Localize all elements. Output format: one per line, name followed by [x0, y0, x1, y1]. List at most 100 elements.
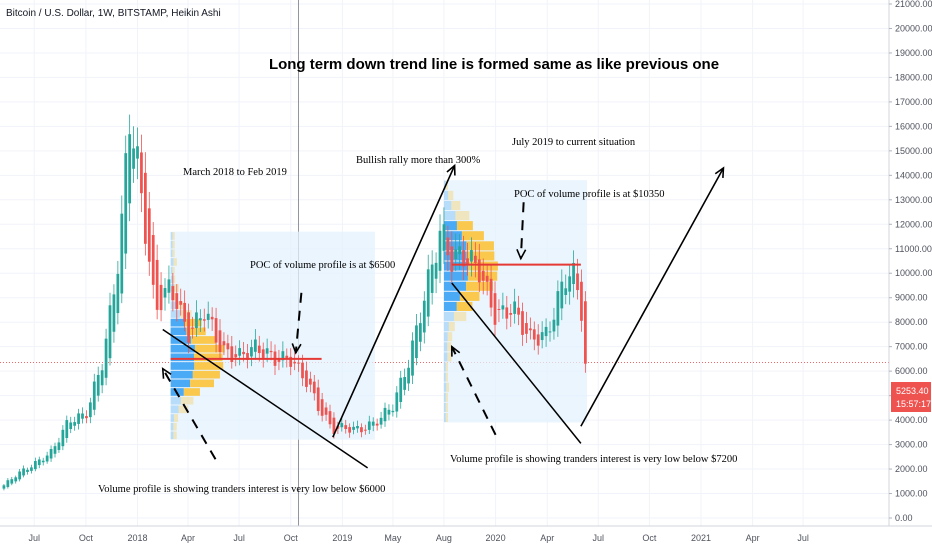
candle-body [18, 471, 22, 480]
candle-body [446, 237, 450, 256]
volume-bar-sell [173, 258, 177, 266]
x-tick-label: May [384, 533, 402, 543]
y-tick-label: 18000.00 [895, 72, 932, 82]
volume-bar-sell [448, 322, 455, 332]
volume-bar-buy [443, 291, 460, 301]
candle-body [289, 356, 293, 367]
candle-body [179, 301, 183, 305]
candle-body [128, 134, 132, 204]
period2-label: July 2019 to current situation [512, 137, 636, 148]
candle-body [536, 334, 540, 346]
candle-body [422, 300, 426, 333]
volume-bar-sell [192, 370, 220, 379]
candle-body [14, 477, 18, 482]
candle-body [513, 301, 517, 314]
y-tick-label: 10000.00 [895, 268, 932, 278]
candle-body [10, 479, 14, 484]
volume-bar-sell [447, 352, 452, 362]
volume-bar-buy [443, 352, 448, 362]
volume-bar-sell [445, 372, 448, 382]
candle-body [77, 413, 80, 424]
candle-body [489, 278, 493, 308]
x-tick-label: Oct [284, 533, 299, 543]
volume-bar-sell [172, 232, 175, 240]
volume-bar-buy [170, 396, 181, 405]
candle-body [473, 255, 477, 263]
candle-body [521, 311, 524, 335]
candle-body [41, 460, 45, 463]
candle-body [328, 411, 332, 425]
candle-body [65, 420, 69, 439]
volume-bar-sell [461, 231, 484, 241]
candle-body [505, 307, 509, 319]
candle-body [340, 423, 344, 428]
candle-body [132, 148, 135, 169]
dashed-arrow [450, 346, 497, 436]
candle-body [576, 273, 579, 291]
rally-arrow-head [446, 163, 456, 176]
volume-bar-sell [447, 342, 452, 352]
candle-body [501, 305, 505, 310]
candle-body [308, 378, 312, 385]
volume-bar-sell [173, 422, 177, 431]
y-tick-label: 11000.00 [895, 244, 932, 254]
candle-body [171, 286, 175, 301]
candle-body [391, 410, 395, 413]
candle-body [568, 276, 572, 292]
candle-body [61, 429, 65, 447]
candle-body [352, 426, 355, 430]
candle-body [124, 153, 128, 254]
candle-body [100, 370, 104, 386]
volume-bar-buy [443, 402, 446, 412]
volume-bar-buy [443, 241, 467, 251]
dashed-arrow-head [450, 345, 461, 357]
candle-body [564, 288, 568, 296]
volume-bar-sell [194, 344, 225, 353]
y-tick-label: 6000.00 [895, 366, 928, 376]
volume-bar-buy [170, 266, 173, 275]
candle-body [116, 273, 120, 314]
y-tick-label: 1000.00 [895, 489, 928, 499]
y-tick-label: 15000.00 [895, 146, 932, 156]
volume-bar-buy [170, 405, 179, 414]
candle-body [387, 409, 391, 415]
volume-bar-sell [453, 311, 467, 322]
volume-bar-buy [443, 311, 454, 322]
volume-bar-sell [448, 190, 454, 200]
y-tick-label: 20000.00 [895, 23, 932, 33]
candle-body [556, 291, 560, 326]
volume-bar-sell [172, 266, 175, 275]
candle-body [261, 349, 265, 358]
volume-bar-buy [170, 232, 173, 240]
candle-body [470, 250, 473, 262]
candle-body [481, 270, 485, 281]
candle-body [344, 425, 348, 430]
candle-body [187, 312, 190, 343]
candle-body [493, 293, 497, 325]
x-tick-label: Apr [746, 533, 760, 543]
candle-body [202, 319, 206, 321]
volume-bar-buy [443, 231, 462, 241]
candle-body [277, 358, 281, 362]
y-tick-label: 16000.00 [895, 121, 932, 131]
candle-body [434, 262, 438, 279]
volume-bar-sell [172, 249, 175, 258]
candle-body [316, 387, 320, 411]
annotations: Bitcoin / U.S. Dollar, 1W, BITSTAMP, Hei… [6, 8, 737, 495]
candle-body [250, 347, 253, 357]
candle-body [367, 421, 371, 430]
candle-body [540, 332, 544, 341]
candle-body [191, 327, 194, 329]
candle-body [175, 293, 179, 309]
candle-body [104, 338, 108, 378]
volume-bar-sell [445, 362, 448, 372]
candle-body [438, 230, 442, 271]
x-tick-label: 2021 [691, 533, 711, 543]
candle-body [466, 258, 469, 265]
rally-label: Bullish rally more than 300% [356, 155, 480, 166]
candle-body [30, 467, 33, 471]
volume-bar-buy [443, 332, 448, 342]
y-tick-label: 17000.00 [895, 97, 932, 107]
volume-bar-buy [443, 372, 446, 382]
